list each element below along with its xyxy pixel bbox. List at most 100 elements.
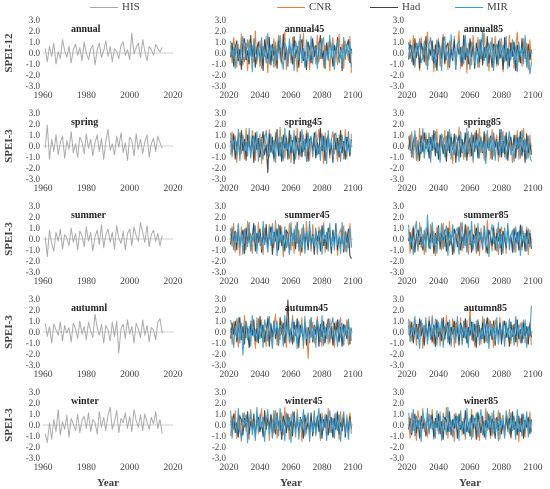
panel-1-ytick-label: -2.0 (26, 70, 41, 80)
panel-7-xtick-label: 1960 (34, 277, 53, 287)
panel-6-ytick-label: 1.0 (393, 130, 405, 140)
panel-15-ytick-label: -1.0 (390, 431, 405, 441)
panel-9-xtick-label: 2040 (429, 277, 448, 287)
legend-label-mir: MIR (487, 1, 508, 13)
panel-10-title: autumnl (71, 303, 107, 314)
panel-8-ytick-label: 1.0 (215, 223, 227, 233)
panel-8-ytick-label: -1.0 (212, 245, 227, 255)
panel-4-xtick-label: 2020 (164, 184, 183, 194)
panel-4-series-his (44, 124, 163, 161)
panel-13-xtick-label: 1960 (34, 463, 53, 473)
panel-10-series-his (44, 313, 163, 354)
panel-9-xtick-label: 2020 (398, 277, 417, 287)
panel-2-xtick-label: 2040 (251, 91, 270, 101)
panel-2-ytick-label: -2.0 (212, 70, 227, 80)
panel-12-ytick-label: -2.0 (390, 349, 405, 359)
panel-13-xtick-label: 2000 (120, 463, 139, 473)
legend-item-mir: MIR (455, 0, 508, 14)
panel-8-ytick-label: -3.0 (212, 267, 227, 277)
panel-5-ytick-label: 0.0 (215, 141, 227, 151)
panel-2-series-mir (230, 32, 352, 73)
panel-11-series-cnr (230, 313, 352, 359)
panel-5-xtick-label: 2060 (282, 184, 301, 194)
panel-2-xtick-label: 2020 (220, 91, 239, 101)
panel-14-title: winter45 (285, 396, 323, 407)
panel-3-xtick-label: 2100 (524, 91, 543, 101)
panel-12-title: autumn85 (464, 303, 507, 314)
panel-12-ytick-label: -1.0 (390, 338, 405, 348)
panel-7-xtick-label: 1980 (77, 277, 96, 287)
legend-item-his: HIS (90, 0, 140, 14)
panel-11-xtick-label: 2020 (220, 370, 239, 380)
panel-12-series-mir (408, 305, 532, 350)
panel-8-xtick-label: 2020 (220, 277, 239, 287)
panel-14-xtick-label: 2080 (313, 463, 332, 473)
panel-14-xtick-label: 2020 (220, 463, 239, 473)
panel-9-ytick-label: 2.0 (393, 212, 405, 222)
panel-2-ytick-label: 2.0 (215, 26, 227, 36)
panel-6-xtick-label: 2020 (398, 184, 417, 194)
panel-14-ytick-label: -3.0 (212, 453, 227, 463)
panel-12-ytick-label: 3.0 (393, 294, 405, 304)
panel-11-xtick-label: 2040 (251, 370, 270, 380)
panel-11-xtick-label: 2080 (313, 370, 332, 380)
panel-15-ytick-label: 0.0 (393, 420, 405, 430)
panel-1-ytick-label: 3.0 (29, 15, 41, 25)
panel-7-ytick-label: 2.0 (29, 212, 41, 222)
panel-10-ytick-label: 2.0 (29, 305, 41, 315)
panel-9-xtick-label: 2080 (492, 277, 511, 287)
panel-11-xtick-label: 2100 (344, 370, 363, 380)
panel-1-ytick-label: 1.0 (29, 37, 41, 47)
x-axis-title-1: Year (97, 477, 119, 489)
panel-7-ytick-label: 3.0 (29, 201, 41, 211)
panel-13-ytick-label: 1.0 (29, 409, 41, 419)
row-ylabel-2: SPEI-3 (3, 129, 15, 163)
panel-1-ytick-label: -3.0 (26, 81, 41, 91)
panel-14-ytick-label: 1.0 (215, 409, 227, 419)
panel-4-ytick-label: 3.0 (29, 108, 41, 118)
panel-12-series-had (408, 317, 532, 348)
panel-3-ytick-label: 1.0 (393, 37, 405, 47)
panel-11-ytick-label: 1.0 (215, 316, 227, 326)
panel-11-xtick-label: 2060 (282, 370, 301, 380)
panel-4-ytick-label: 0.0 (29, 141, 41, 151)
panel-12-xtick-label: 2080 (492, 370, 511, 380)
panel-4-title: spring (71, 117, 98, 128)
panel-15-xtick-label: 2080 (492, 463, 511, 473)
panel-11-ytick-label: 3.0 (215, 294, 227, 304)
panel-11-ytick-label: -3.0 (212, 360, 227, 370)
panel-6-title: spring85 (464, 117, 501, 128)
panel-3-title: annual85 (464, 24, 503, 35)
panel-3-xtick-label: 2040 (429, 91, 448, 101)
panel-6-xtick-label: 2060 (461, 184, 480, 194)
panel-6-ytick-label: 2.0 (393, 119, 405, 129)
panel-1-ytick-label: 2.0 (29, 26, 41, 36)
panel-12-ytick-label: 1.0 (393, 316, 405, 326)
panel-10-xtick-label: 1980 (77, 370, 96, 380)
panel-13-title: winter (71, 396, 99, 407)
panel-3-xtick-label: 2060 (461, 91, 480, 101)
panel-1-ytick-label: -1.0 (26, 59, 41, 69)
panel-1-xtick-label: 2020 (164, 91, 183, 101)
panel-4-xtick-label: 1980 (77, 184, 96, 194)
panel-9-xtick-label: 2060 (461, 277, 480, 287)
panel-5-ytick-label: -2.0 (212, 163, 227, 173)
panel-4-ytick-label: -1.0 (26, 152, 41, 162)
panel-4-ytick-label: 1.0 (29, 130, 41, 140)
panel-13-ytick-label: 3.0 (29, 387, 41, 397)
panel-3-ytick-label: -2.0 (390, 70, 405, 80)
panel-12-ytick-label: 0.0 (393, 327, 405, 337)
panel-2-xtick-label: 2060 (282, 91, 301, 101)
panel-2-ytick-label: -1.0 (212, 59, 227, 69)
panel-15-ytick-label: 1.0 (393, 409, 405, 419)
panel-4-ytick-label: -3.0 (26, 174, 41, 184)
panel-9-ytick-label: -1.0 (390, 245, 405, 255)
panel-15-xtick-label: 2040 (429, 463, 448, 473)
panel-11-ytick-label: 2.0 (215, 305, 227, 315)
panel-10-ytick-label: -3.0 (26, 360, 41, 370)
panel-12-xtick-label: 2100 (524, 370, 543, 380)
panel-8-xtick-label: 2100 (344, 277, 363, 287)
panel-14-series-had (230, 410, 352, 440)
panel-4-ytick-label: 2.0 (29, 119, 41, 129)
